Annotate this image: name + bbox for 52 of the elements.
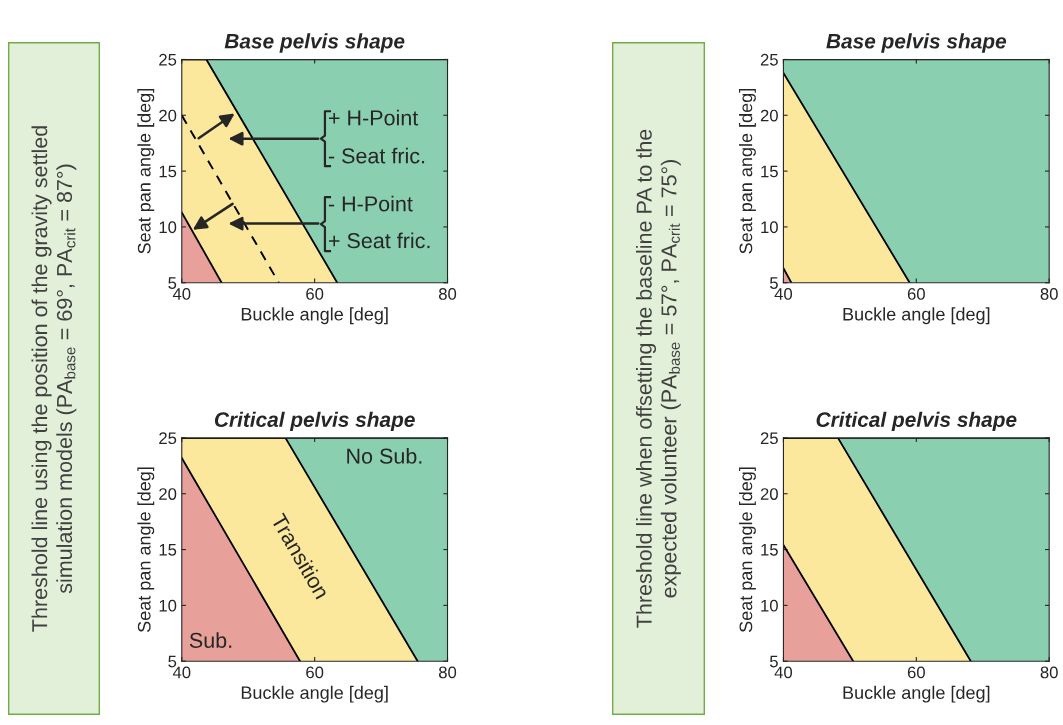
y-tick-label: 10 [761, 221, 778, 234]
x-tick-label: 80 [1040, 666, 1058, 679]
x-tick-label: 60 [907, 666, 925, 679]
y-tick-label: 15 [159, 544, 177, 556]
x-tick-label: 60 [306, 666, 324, 679]
annotation: - H-Point [328, 195, 413, 212]
y-axis-title: Seat pan angle [deg] [137, 89, 155, 254]
y-tick-label: 10 [159, 221, 177, 234]
y-tick-label: 20 [760, 488, 778, 500]
chart-title: Base pelvis shape [826, 33, 1007, 53]
y-tick-label: 15 [159, 165, 177, 178]
y-tick-label: 25 [159, 53, 177, 66]
y-tick-label: 10 [159, 599, 177, 612]
x-axis-title: Buckle angle [deg] [241, 307, 388, 325]
annotation: - Seat fric. [328, 147, 425, 164]
y-tick-label: 15 [761, 544, 778, 556]
y-axis-title: Seat pan angle [deg] [137, 467, 155, 633]
y-tick-label: 20 [159, 109, 177, 122]
y-tick-label: 25 [760, 53, 778, 66]
y-axis-title: Seat pan angle [deg] [739, 467, 756, 633]
y-tick-label: 5 [168, 277, 177, 289]
text: Threshold line using the position of the gravity settled simulation models (PA$_{base}$ = 69°, PA$_{crit}$ = 87°) [31, 126, 77, 632]
x-tick-label: 80 [1040, 288, 1058, 300]
chart-title: Critical pelvis shape [816, 411, 1017, 432]
y-axis-title: Seat pan angle [deg] [739, 89, 756, 254]
x-axis-title: Buckle angle [deg] [843, 307, 990, 325]
x-axis-title: Buckle angle [deg] [241, 685, 388, 703]
x-tick-label: 60 [907, 288, 925, 300]
chart-title: Base pelvis shape [224, 33, 405, 53]
x-tick-label: 40 [774, 666, 793, 679]
x-axis-title: Buckle angle [deg] [843, 685, 990, 703]
annotation: + H-Point [328, 109, 419, 126]
annotation: No Sub. [347, 447, 422, 464]
y-tick-label: 25 [760, 432, 778, 445]
y-tick-label: 20 [159, 488, 177, 500]
y-tick-label: 10 [761, 599, 778, 612]
x-tick-label: 40 [172, 666, 191, 679]
chart-title: Critical pelvis shape [214, 411, 415, 432]
y-tick-label: 15 [761, 165, 778, 178]
y-tick-label: 5 [769, 277, 778, 289]
annotation: + Seat fric. [328, 232, 430, 249]
x-tick-label: 80 [438, 666, 457, 679]
y-tick-label: 5 [769, 655, 778, 668]
y-tick-label: 25 [159, 432, 177, 445]
x-tick-label: 40 [774, 288, 793, 300]
y-tick-label: 20 [760, 109, 778, 122]
text: Threshold line when offsetting the baseline PA to the expected volunteer (PA$_{base}$ = 57°, PA$_{crit}$ = 75°) [635, 129, 681, 628]
x-tick-label: 40 [172, 288, 191, 300]
y-tick-label: 5 [168, 655, 177, 668]
x-tick-label: 80 [438, 288, 457, 300]
annotation: Sub. [189, 632, 232, 648]
x-tick-label: 60 [306, 288, 324, 300]
